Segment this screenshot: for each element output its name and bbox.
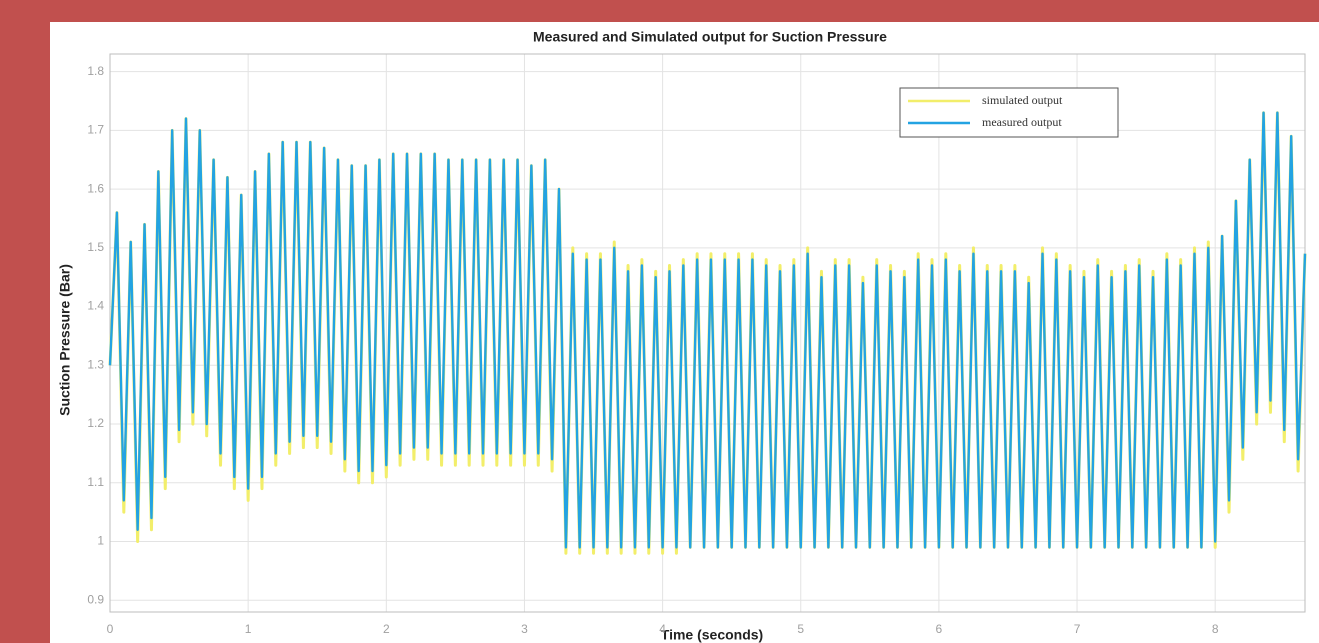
series-line	[108, 111, 1307, 549]
y-tick-label: 1.2	[87, 416, 104, 430]
x-tick-label: 8	[1212, 622, 1219, 636]
legend-label: measured output	[982, 115, 1062, 129]
legend-box	[899, 87, 1119, 138]
y-tick-label: 1.6	[87, 181, 104, 195]
y-tick-label: 1.1	[87, 475, 104, 489]
x-tick-label: 2	[383, 622, 390, 636]
x-tick-label: 3	[521, 622, 528, 636]
x-tick-label: 6	[936, 622, 943, 636]
x-tick-label: 0	[107, 622, 114, 636]
y-tick-label: 1.4	[87, 299, 104, 313]
x-tick-label: 5	[797, 622, 804, 636]
y-tick-label: 0.9	[87, 592, 104, 606]
chart-title: Measured and Simulated output for Suctio…	[533, 29, 887, 45]
y-tick-label: 1.7	[87, 123, 104, 137]
x-tick-label: 1	[245, 622, 252, 636]
x-tick-label: 4	[659, 622, 666, 636]
legend-label: simulated output	[982, 93, 1063, 107]
y-tick-label: 1.8	[87, 64, 104, 78]
y-tick-label: 1.3	[87, 357, 104, 371]
x-tick-label: 7	[1074, 622, 1081, 636]
y-axis-label: Suction Pressure (Bar)	[57, 264, 73, 416]
y-tick-label: 1.5	[87, 240, 104, 254]
y-tick-label: 1	[97, 534, 104, 548]
x-axis-label: Time (seconds)	[661, 627, 763, 643]
